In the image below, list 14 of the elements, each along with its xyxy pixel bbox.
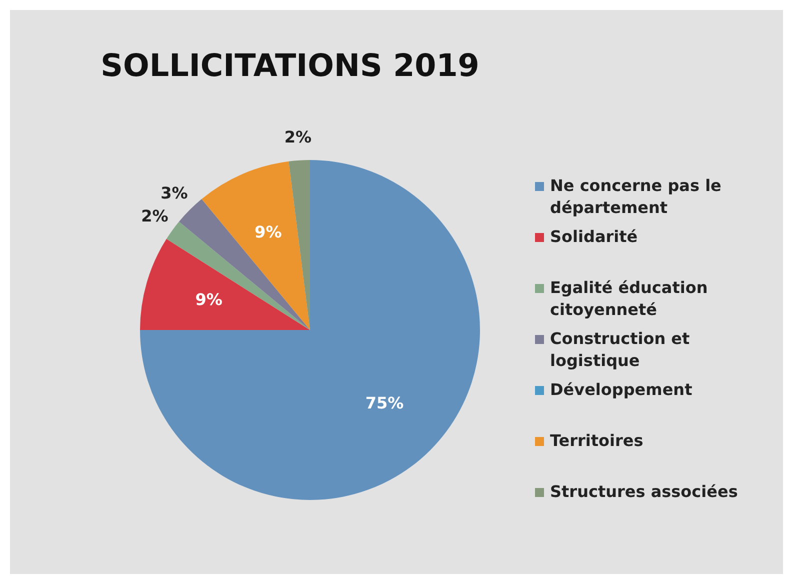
data-label: 75% bbox=[365, 394, 404, 413]
legend-label: Egalité éducation citoyenneté bbox=[550, 277, 709, 321]
legend-label: Solidarité bbox=[550, 226, 638, 248]
legend-label: Structures associées bbox=[550, 481, 738, 503]
legend-label: Ne concerne pas le département bbox=[550, 175, 722, 219]
data-label: 9% bbox=[195, 290, 222, 309]
chart-title: SOLLICITATIONS 2019 bbox=[100, 48, 480, 84]
legend-label: Construction et logistique bbox=[550, 328, 691, 372]
data-label: 2% bbox=[141, 206, 168, 226]
legend-label: Développement bbox=[550, 379, 692, 401]
data-label: 3% bbox=[160, 183, 188, 202]
data-label: 9% bbox=[254, 222, 282, 242]
data-label: 2% bbox=[284, 128, 312, 147]
legend-label: Territoires bbox=[550, 430, 644, 452]
